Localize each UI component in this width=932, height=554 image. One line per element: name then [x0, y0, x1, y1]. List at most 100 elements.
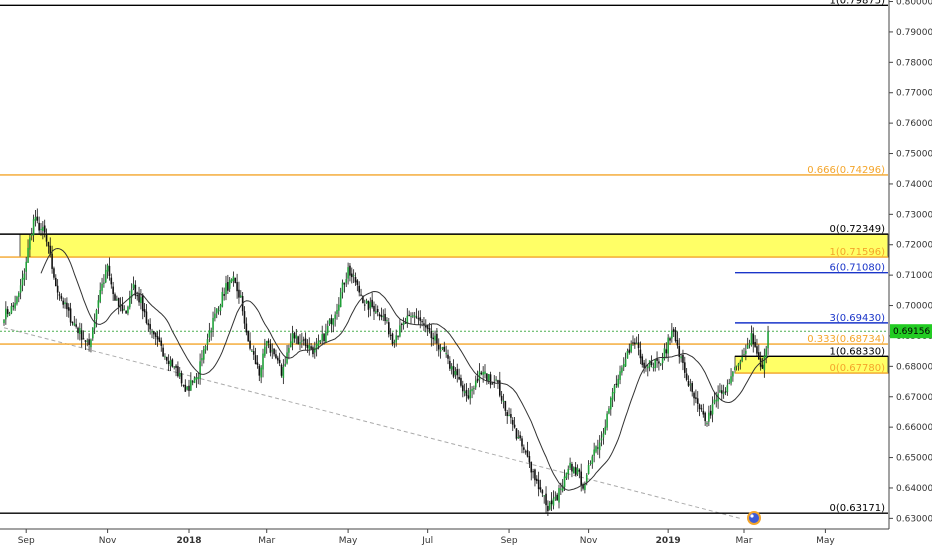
candle-body [732, 371, 734, 377]
candle-body [75, 324, 77, 327]
candle-body [643, 362, 645, 368]
candle-body [593, 449, 595, 456]
candle-body [615, 383, 618, 386]
candle-body [191, 381, 194, 383]
candle-body [722, 392, 725, 395]
candle-body [5, 308, 7, 320]
candle-body [262, 353, 264, 370]
candle-body [289, 341, 292, 348]
candle-body [691, 383, 693, 392]
candle-body [240, 295, 242, 298]
candle-body [30, 234, 33, 236]
candle-body [269, 343, 272, 353]
y-tick-label: 0.80000 [896, 0, 932, 8]
candle-body [415, 316, 418, 318]
candle-body [56, 285, 59, 293]
candle-body [491, 383, 494, 385]
candle-body [611, 392, 614, 400]
candle-body [671, 330, 673, 339]
candle-body [169, 360, 172, 367]
candle-body [449, 360, 451, 369]
candle-body [443, 346, 446, 352]
candle-body [715, 400, 718, 402]
candle-body [203, 349, 205, 360]
candle-body [317, 340, 320, 346]
candle-body [754, 341, 756, 347]
candle-body [204, 346, 207, 351]
candle-body [465, 389, 468, 396]
candle-body [304, 338, 307, 346]
event-marker-inner-icon [749, 513, 759, 523]
candle-body [462, 385, 464, 392]
candle-body [375, 311, 377, 313]
candle-body [293, 332, 296, 339]
candle-body [430, 331, 433, 339]
candle-body [428, 328, 431, 331]
candle-body [162, 347, 164, 357]
candle-body [630, 344, 632, 352]
candle-body [212, 317, 214, 330]
candle-body [143, 309, 146, 313]
candle-body [500, 395, 503, 401]
candle-body [756, 346, 758, 354]
candle-body [77, 327, 79, 334]
candle-body [129, 296, 131, 308]
candle-body [460, 377, 462, 386]
candle-body [254, 355, 257, 365]
candle-body [682, 354, 684, 364]
candle-body [561, 485, 564, 491]
candle-body [55, 277, 57, 287]
candle-body [410, 315, 412, 317]
candle-body [589, 462, 592, 464]
candle-body [595, 446, 597, 452]
candle-body [554, 496, 557, 499]
candle-body [10, 306, 13, 314]
current-price-label: 0.69156 [893, 327, 930, 337]
candle-body [476, 378, 479, 382]
trendline [3, 327, 741, 519]
candle-body [258, 365, 261, 376]
candle-body [571, 463, 573, 472]
candle-body [513, 424, 516, 428]
candle-body [730, 376, 732, 384]
candle-body [391, 333, 394, 345]
level-label: 0.333(0.68734) [807, 334, 885, 345]
candle-body [45, 233, 48, 242]
candle-body [721, 390, 723, 394]
y-tick-label: 0.65000 [896, 454, 932, 464]
candle-body [600, 438, 603, 441]
candle-body [90, 339, 92, 348]
candle-body [597, 447, 599, 449]
candle-body [578, 469, 581, 472]
candle-body [395, 335, 397, 343]
candle-body [40, 228, 42, 230]
candle-body [746, 345, 749, 349]
candle-body [445, 353, 447, 355]
candle-body [352, 275, 355, 277]
candle-body [585, 474, 588, 482]
candle-body [136, 295, 138, 297]
candle-body [182, 384, 185, 386]
candle-body [547, 505, 549, 511]
candle-body [521, 438, 523, 447]
candle-body [421, 321, 423, 323]
candle-body [624, 359, 627, 367]
candle-body [147, 323, 150, 326]
candle-body [632, 342, 634, 344]
candle-body [29, 237, 31, 250]
event-marker-icon[interactable] [747, 511, 761, 525]
candle-body [413, 315, 416, 318]
candle-body [487, 374, 490, 381]
candle-body [121, 304, 124, 312]
candle-body [334, 314, 336, 319]
candle-body [663, 348, 666, 359]
candle-body [42, 227, 44, 231]
y-tick-label: 0.75000 [896, 150, 932, 160]
candle-body [228, 280, 231, 289]
candle-body [765, 348, 767, 358]
candle-body [356, 280, 359, 285]
candle-body [545, 493, 547, 506]
candle-body [184, 384, 187, 392]
candle-body [106, 265, 109, 272]
